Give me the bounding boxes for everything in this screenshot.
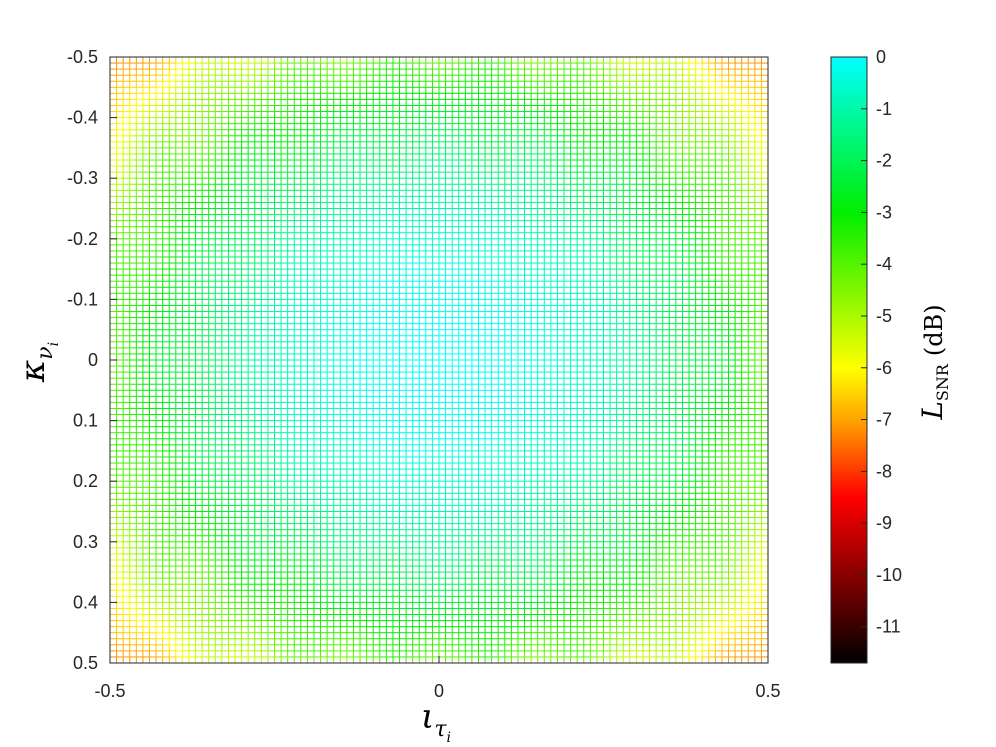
mesh-grid (109, 56, 769, 664)
plot-area (109, 56, 769, 664)
